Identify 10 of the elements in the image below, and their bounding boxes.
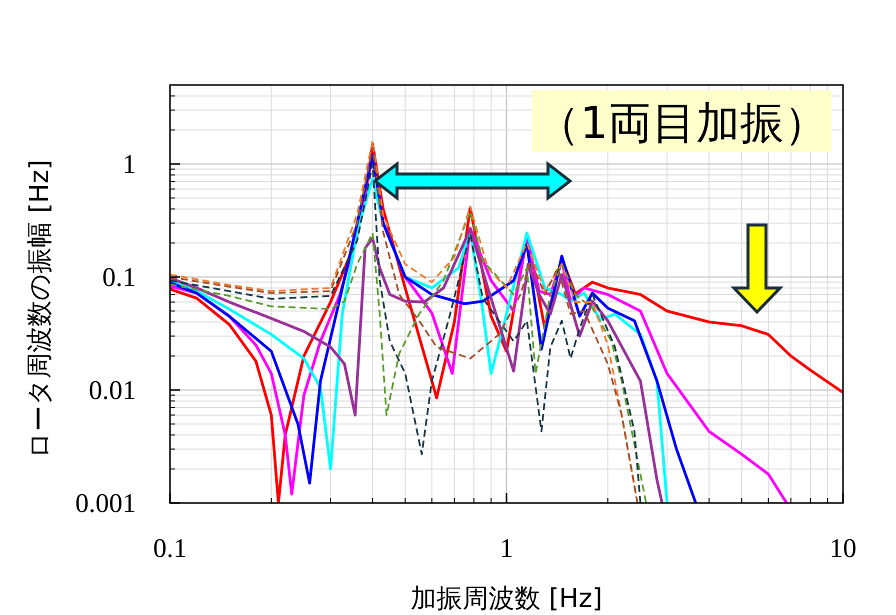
y-tick-label: 0.001: [75, 488, 136, 518]
x-tick-label: 10: [830, 533, 856, 563]
y-axis-title: ロータ周波数の振幅 [Hz]: [25, 160, 55, 458]
y-tick-label: 1: [122, 148, 136, 179]
y-tick-label: 0.1: [102, 262, 136, 292]
x-axis-title: 加振周波数 [Hz]: [410, 584, 602, 614]
x-tick-label: 0.1: [153, 533, 187, 563]
chart-title: （1両目加振）: [536, 98, 828, 149]
x-tick-label: 1: [500, 533, 514, 563]
y-tick-label: 0.01: [88, 374, 136, 405]
